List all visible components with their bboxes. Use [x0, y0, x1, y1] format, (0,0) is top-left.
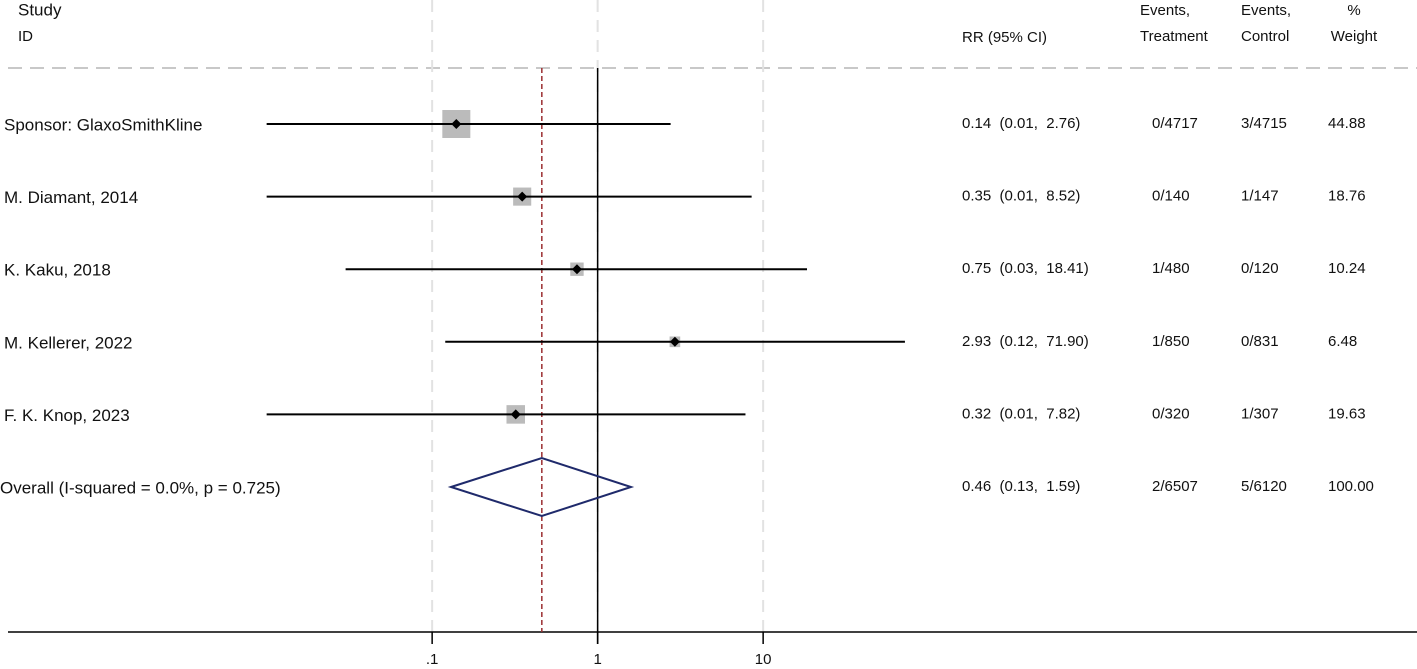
events-control: 0/831 [1241, 333, 1279, 350]
estimate-label: 0.35 (0.01, 8.52) [962, 188, 1080, 205]
events-control: 0/120 [1241, 260, 1279, 277]
events-control: 5/6120 [1241, 478, 1287, 495]
study-label: Overall (I-squared = 0.0%, p = 0.725) [0, 478, 281, 497]
study-label: M. Diamant, 2014 [4, 188, 138, 207]
column-header: Weight [1331, 28, 1378, 45]
column-header: Study [18, 0, 62, 19]
study-label: K. Kaku, 2018 [4, 261, 111, 280]
study-label: M. Kellerer, 2022 [4, 333, 133, 352]
events-treatment: 0/140 [1152, 188, 1190, 205]
study-label: Sponsor: GlaxoSmithKline [4, 115, 202, 134]
weight-label: 10.24 [1328, 260, 1366, 277]
column-header: Events, [1140, 2, 1190, 19]
point-estimate [517, 191, 528, 202]
events-treatment: 0/320 [1152, 405, 1190, 422]
column-header: ID [18, 28, 33, 45]
estimate-label: 0.14 (0.01, 2.76) [962, 115, 1080, 132]
events-control: 1/147 [1241, 188, 1279, 205]
estimate-label: 2.93 (0.12, 71.90) [962, 333, 1089, 350]
x-tick-label: 10 [755, 651, 772, 668]
weight-label: 19.63 [1328, 405, 1366, 422]
weight-label: 44.88 [1328, 115, 1366, 132]
estimate-label: 0.46 (0.13, 1.59) [962, 478, 1080, 495]
events-treatment: 1/850 [1152, 333, 1190, 350]
column-header: Events, [1241, 2, 1291, 19]
study-label: F. K. Knop, 2023 [4, 406, 130, 425]
events-treatment: 1/480 [1152, 260, 1190, 277]
column-header: Treatment [1140, 28, 1209, 45]
weight-label: 18.76 [1328, 188, 1366, 205]
column-header: % [1347, 2, 1360, 19]
x-tick-label: .1 [426, 651, 439, 668]
point-estimate [669, 336, 680, 347]
column-header: RR (95% CI) [962, 29, 1047, 46]
weight-label: 6.48 [1328, 333, 1357, 350]
weight-label: 100.00 [1328, 478, 1374, 495]
events-control: 1/307 [1241, 405, 1279, 422]
events-control: 3/4715 [1241, 115, 1287, 132]
estimate-label: 0.32 (0.01, 7.82) [962, 405, 1080, 422]
events-treatment: 2/6507 [1152, 478, 1198, 495]
estimate-label: 0.75 (0.03, 18.41) [962, 260, 1089, 277]
point-estimate [571, 264, 582, 275]
overall-diamond [447, 456, 635, 518]
events-treatment: 0/4717 [1152, 115, 1198, 132]
x-tick-label: 1 [593, 651, 601, 668]
point-estimate [451, 119, 462, 129]
point-estimate [510, 409, 521, 420]
column-header: Control [1241, 28, 1289, 45]
